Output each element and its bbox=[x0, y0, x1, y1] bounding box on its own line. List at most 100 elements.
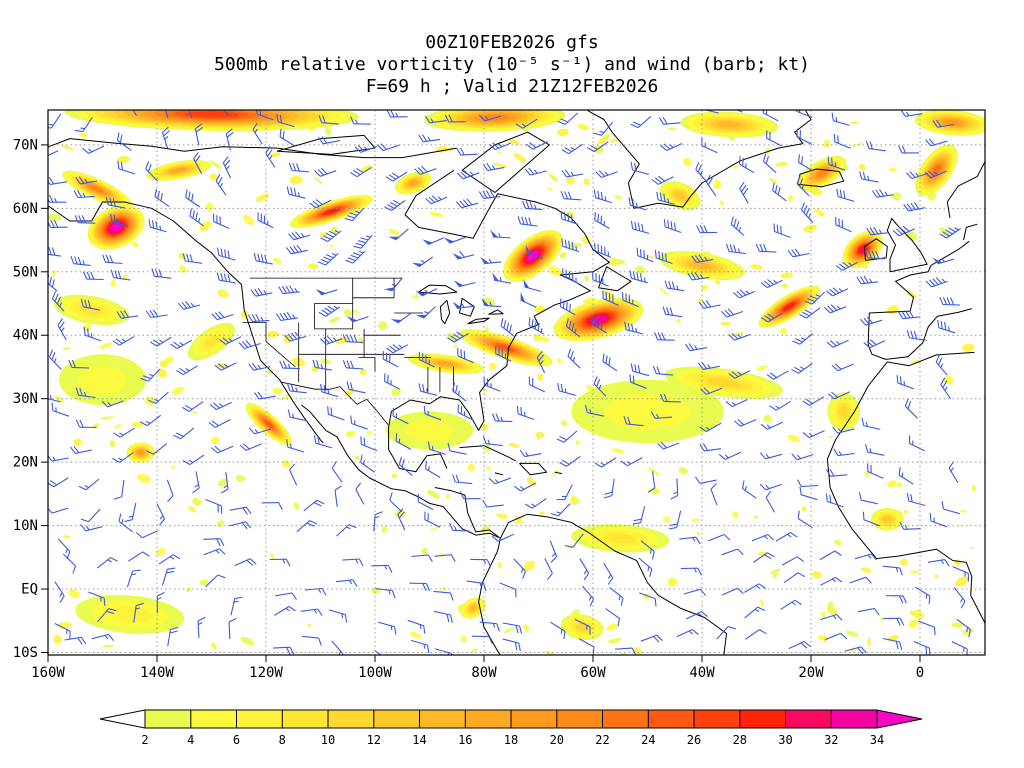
wind-barb bbox=[374, 650, 382, 655]
wind-barb bbox=[775, 532, 798, 542]
wind-barb bbox=[827, 156, 846, 171]
vorticity-speckle bbox=[537, 373, 544, 381]
colorbar-label: 8 bbox=[279, 733, 286, 747]
wind-barb bbox=[820, 613, 843, 621]
colorbar-segment bbox=[739, 710, 786, 728]
vorticity-speckle bbox=[548, 173, 559, 182]
vorticity-feature-topright-band bbox=[944, 119, 961, 126]
wind-barb bbox=[64, 636, 87, 645]
vorticity-speckle bbox=[577, 123, 590, 131]
colorbar-label: 22 bbox=[595, 733, 609, 747]
wind-barb bbox=[395, 433, 412, 450]
vorticity-feature-greenland-south bbox=[674, 191, 686, 200]
wind-barb bbox=[738, 156, 755, 174]
vorticity-speckle bbox=[753, 515, 759, 519]
wind-barb bbox=[239, 443, 262, 451]
vorticity-feature-gulf-wash bbox=[405, 419, 454, 442]
wind-barb bbox=[452, 250, 475, 260]
colorbar-label: 28 bbox=[733, 733, 747, 747]
colorbar-segment bbox=[190, 710, 237, 728]
wind-barb bbox=[269, 558, 291, 567]
vorticity-speckle bbox=[614, 195, 623, 200]
vorticity-speckle bbox=[293, 502, 300, 510]
coastline bbox=[478, 538, 501, 655]
wind-barb bbox=[457, 347, 474, 364]
vorticity-speckle bbox=[887, 305, 899, 315]
wind-barb bbox=[687, 271, 710, 281]
coastline bbox=[887, 351, 975, 367]
wind-barb bbox=[214, 362, 237, 371]
wind-barb bbox=[139, 414, 162, 427]
wind-barb bbox=[350, 166, 372, 178]
title-field: 500mb relative vorticity (10⁻⁵ s⁻¹) and … bbox=[214, 54, 810, 75]
vorticity-speckle bbox=[394, 509, 407, 519]
coastline bbox=[946, 160, 985, 218]
vorticity-speckle bbox=[618, 652, 627, 655]
wind-barb bbox=[205, 574, 226, 588]
vorticity-speckle bbox=[556, 128, 569, 137]
wind-barb bbox=[425, 460, 441, 478]
wind-barb bbox=[75, 419, 97, 429]
lat-tick-label: 10S bbox=[13, 645, 38, 661]
wind-barb bbox=[528, 317, 544, 335]
wind-barb bbox=[216, 272, 237, 284]
vorticity-speckle bbox=[781, 283, 788, 289]
wind-barb bbox=[760, 421, 783, 430]
vorticity-speckle bbox=[503, 627, 514, 633]
wind-barb bbox=[844, 646, 867, 655]
wind-barb bbox=[615, 647, 637, 655]
colorbar-label: 2 bbox=[141, 733, 148, 747]
wind-barb bbox=[866, 226, 888, 236]
wind-barb bbox=[560, 191, 582, 201]
wind-barb bbox=[858, 492, 878, 505]
wind-barb bbox=[662, 306, 683, 318]
vorticity-feature-morocco-patch bbox=[838, 405, 849, 417]
vorticity-speckle bbox=[905, 230, 918, 242]
wind-barb bbox=[670, 478, 679, 500]
wind-barb bbox=[248, 362, 271, 371]
wind-barb bbox=[882, 637, 903, 650]
vorticity-speckle bbox=[682, 157, 692, 167]
wind-barb bbox=[820, 576, 843, 586]
vorticity-feature-tropics-west-band bbox=[107, 606, 153, 623]
wind-barb bbox=[836, 188, 855, 202]
lon-tick-label: 40W bbox=[689, 665, 715, 681]
vorticity-speckle bbox=[780, 272, 794, 279]
coastline bbox=[598, 266, 632, 292]
wind-barb bbox=[925, 138, 948, 147]
coastline bbox=[494, 472, 504, 476]
vorticity-speckle bbox=[62, 535, 71, 539]
wind-barb bbox=[452, 301, 474, 310]
vorticity-speckle bbox=[366, 430, 373, 435]
wind-barb bbox=[896, 375, 914, 390]
wind-barb bbox=[517, 216, 538, 227]
wind-barb bbox=[697, 361, 720, 370]
wind-barb bbox=[222, 110, 229, 116]
wind-barb bbox=[918, 620, 936, 636]
vorticity-speckle bbox=[550, 469, 559, 476]
wind-barb bbox=[479, 114, 502, 122]
vorticity-speckle bbox=[607, 638, 622, 644]
wind-barb bbox=[826, 339, 849, 348]
wind-barb bbox=[835, 261, 858, 271]
vorticity-speckle bbox=[858, 163, 866, 171]
wind-barb bbox=[285, 244, 308, 255]
vorticity-speckle bbox=[508, 442, 520, 448]
wind-barb bbox=[734, 418, 757, 427]
wind-barb bbox=[699, 443, 722, 452]
wind-barb bbox=[75, 176, 98, 185]
title-valid-time: F=69 h ; Valid 21Z12FEB2026 bbox=[366, 76, 659, 97]
wind-barb bbox=[97, 608, 117, 623]
vorticity-feature-comma-tail-west bbox=[437, 361, 455, 367]
coastline bbox=[826, 361, 985, 625]
vorticity-speckle bbox=[972, 484, 976, 492]
vorticity-speckle bbox=[187, 506, 197, 513]
vorticity-speckle bbox=[216, 520, 225, 528]
vorticity-speckle bbox=[496, 513, 509, 519]
vorticity-speckle bbox=[850, 121, 859, 124]
colorbar-segment bbox=[236, 710, 283, 728]
vorticity-speckle bbox=[955, 576, 969, 587]
wind-barb bbox=[854, 553, 878, 561]
wind-barb bbox=[173, 427, 195, 440]
wind-barb bbox=[182, 401, 204, 412]
